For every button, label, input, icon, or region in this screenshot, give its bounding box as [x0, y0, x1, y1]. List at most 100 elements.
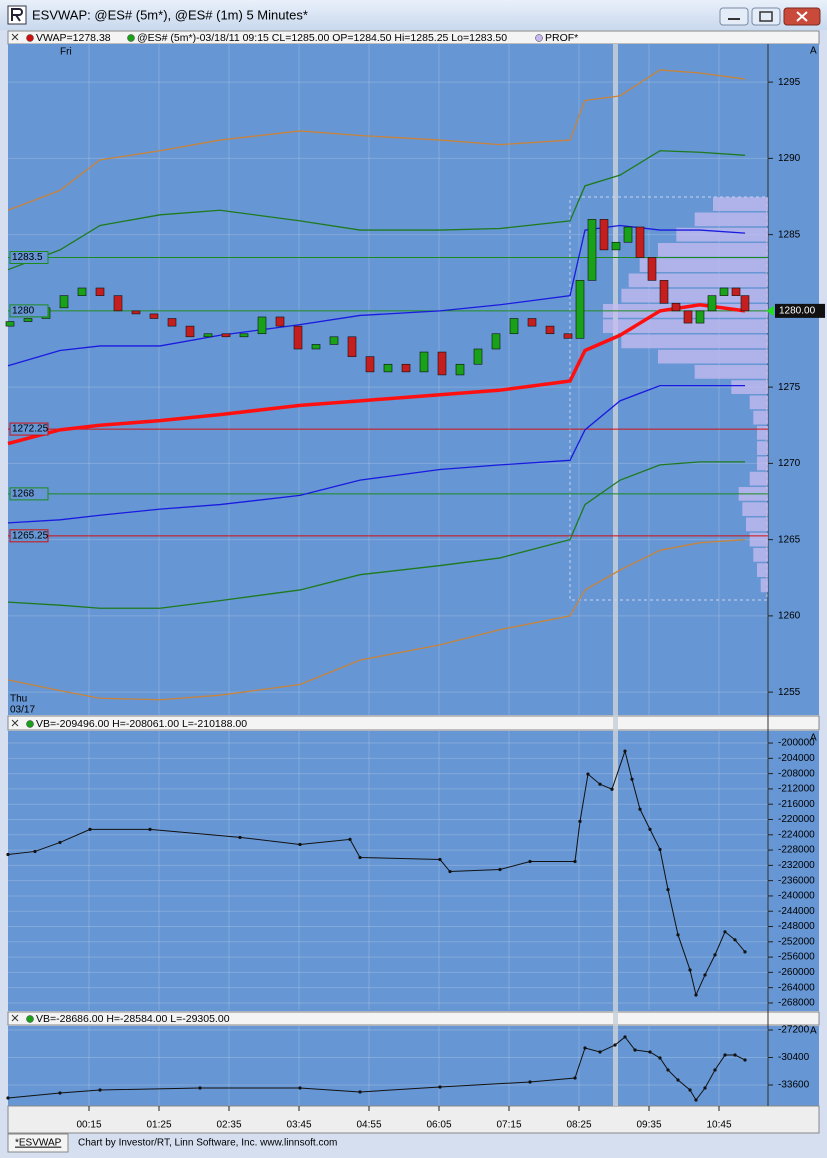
point [688, 968, 692, 972]
point [688, 1088, 692, 1092]
candle [149, 313, 159, 319]
series-line [7, 224, 746, 367]
panel-title: VB=-209496.00 H=-208061.00 L=-210188.00 [36, 718, 247, 730]
close-panel-boxes[interactable] [11, 33, 19, 1022]
point [98, 1088, 102, 1092]
point [723, 1053, 727, 1057]
point [638, 807, 642, 811]
point [58, 840, 62, 845]
profile-bar [713, 197, 768, 211]
series-line [7, 461, 745, 609]
plot-area [8, 44, 819, 715]
profile-bar [757, 563, 768, 577]
legend-swatch [26, 34, 34, 42]
point [298, 1086, 302, 1090]
y-tick-label: -200000 [778, 738, 815, 749]
point [666, 888, 670, 892]
point [733, 1053, 737, 1057]
candle [545, 325, 555, 335]
y-tick-label: 1255 [778, 687, 801, 698]
candle [293, 325, 303, 350]
last-price-box [775, 303, 825, 318]
plot-area [8, 731, 819, 1011]
profile-bar [753, 548, 768, 562]
candle [185, 325, 195, 338]
x-tick-label: 01:25 [146, 1120, 171, 1131]
y-tick-label: -228000 [778, 845, 815, 856]
maximize-button[interactable] [751, 7, 781, 26]
candle [491, 333, 501, 350]
y-tick-label: -256000 [778, 952, 815, 963]
profile-bar [658, 243, 768, 257]
autoscale-button[interactable]: A [810, 46, 817, 57]
y-tick-label: -236000 [778, 875, 815, 886]
level-label: 1268 [12, 489, 35, 500]
marks [5, 69, 768, 1102]
profile-bar [757, 426, 768, 440]
window-title: ESVWAP: @ES# (5m*), @ES# (1m) 5 Minutes* [32, 7, 308, 22]
candle [23, 318, 33, 322]
profile-bar [603, 319, 768, 333]
point [498, 867, 502, 872]
legend-swatch [26, 1015, 34, 1023]
candle [365, 356, 375, 373]
candle [683, 310, 693, 324]
series-line [7, 749, 746, 997]
y-tick-label: -232000 [778, 860, 815, 871]
y-tick-label: -216000 [778, 799, 815, 810]
legend-entry: PROF* [545, 32, 578, 44]
title-bar [0, 0, 827, 30]
point [586, 772, 590, 776]
candle [611, 241, 621, 251]
profile-bar [757, 456, 768, 471]
point [613, 1043, 617, 1047]
candle [455, 363, 465, 376]
panel-close[interactable] [11, 33, 19, 1022]
window-buttons[interactable] [719, 7, 821, 26]
candle [707, 295, 717, 312]
y-tick-label: 1290 [778, 153, 801, 164]
autoscale-button[interactable]: A [810, 733, 817, 744]
time-marker [613, 44, 618, 1106]
y-tick-label: -260000 [778, 967, 815, 978]
candle [257, 316, 267, 335]
sheet-tab-label[interactable]: *ESVWAP [15, 1138, 62, 1149]
y-tick-label: 1270 [778, 458, 801, 469]
point [528, 859, 532, 864]
sheet-tab[interactable] [7, 1133, 69, 1153]
autoscale-button[interactable]: A [810, 1026, 817, 1037]
series-line [7, 384, 745, 524]
candle [659, 280, 669, 304]
legend-swatch [127, 34, 135, 42]
point [438, 857, 442, 862]
level-label: 1272.25 [12, 424, 49, 435]
x-tick-label: 02:35 [216, 1120, 241, 1131]
profile-bar [621, 288, 768, 303]
candle [719, 287, 729, 296]
point [448, 869, 452, 874]
candle [221, 333, 231, 338]
date-label: 03/17 [10, 705, 35, 716]
panel-title: VB=-28686.00 H=-28584.00 L=-29305.00 [36, 1013, 230, 1025]
series-line [7, 150, 746, 271]
x-tick-label: 04:55 [356, 1120, 381, 1131]
y-tick-label: -220000 [778, 814, 815, 825]
candle [599, 219, 609, 251]
y-tick-label: -240000 [778, 891, 815, 902]
last-price-label: 1280.00 [779, 306, 816, 317]
point [694, 993, 698, 997]
point [573, 859, 577, 864]
candle [5, 321, 15, 327]
minimize-button[interactable] [719, 7, 749, 26]
legend-entry: VWAP=1278.38 [36, 32, 111, 44]
profile-bar [731, 380, 768, 394]
point [648, 827, 652, 831]
y-tick-label: 1275 [778, 382, 801, 393]
profile-bar [749, 395, 768, 410]
y-tick-label: 1295 [778, 77, 801, 88]
profile-bar [749, 471, 768, 486]
series-line [7, 69, 746, 211]
level-label-box [9, 529, 49, 543]
point [633, 1048, 637, 1052]
